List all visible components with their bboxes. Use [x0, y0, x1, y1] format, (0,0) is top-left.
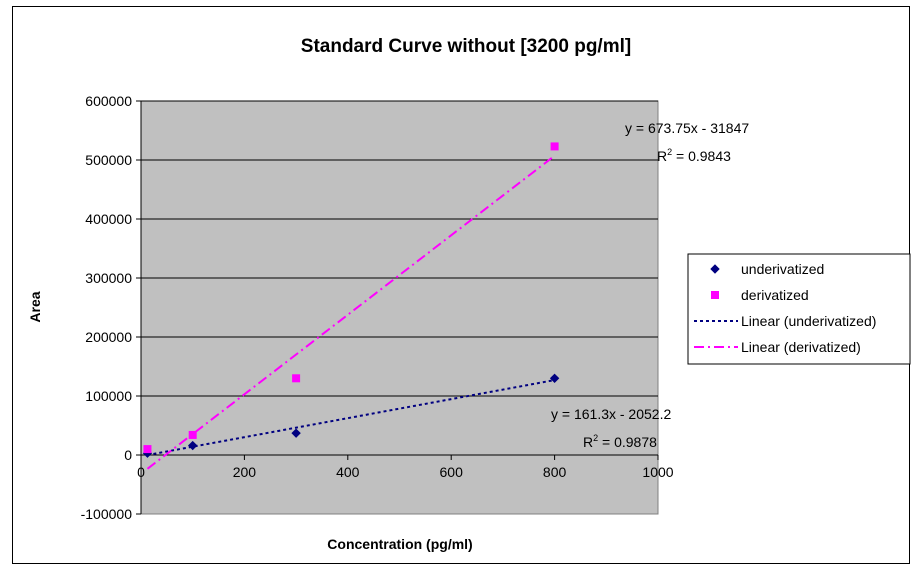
- x-tick-label: 600: [440, 464, 464, 480]
- y-tick-label: 0: [124, 447, 132, 463]
- y-tick-labels: -100000 0 100000 200000 300000 400000 500000 60…: [81, 93, 133, 522]
- trendline-r2-derivatized: R2 = 0.9843: [657, 147, 731, 164]
- legend-label: Linear (underivatized): [741, 313, 876, 329]
- legend-marker: [711, 291, 719, 299]
- y-tick-label: 500000: [85, 152, 132, 168]
- legend-marker: [710, 264, 720, 274]
- x-axis-label: Concentration (pg/ml): [327, 536, 472, 552]
- y-tick-label: -100000: [81, 506, 133, 522]
- legend-label: Linear (derivatized): [741, 339, 861, 355]
- y-tick-label: 100000: [85, 388, 132, 404]
- legend-label: underivatized: [741, 261, 824, 277]
- y-tick-label: 400000: [85, 211, 132, 227]
- data-point: [550, 142, 559, 151]
- trendline-equation-underivatized: y = 161.3x - 2052.2: [551, 406, 671, 422]
- x-tick-labels: 0 200 400 600 800 1000: [137, 464, 674, 480]
- trendline-r2-derivatized-value: = 0.9843: [676, 148, 731, 164]
- data-point: [549, 373, 560, 384]
- y-tick-label: 600000: [85, 93, 132, 109]
- y-tick-label: 300000: [85, 270, 132, 286]
- trendline: [146, 154, 556, 470]
- y-axis-label: Area: [27, 291, 43, 322]
- data-point: [143, 445, 152, 454]
- y-tick-label: 200000: [85, 329, 132, 345]
- data-point: [187, 440, 198, 451]
- marker-layer: [142, 142, 560, 458]
- data-point: [291, 428, 301, 438]
- trendline: [147, 379, 555, 457]
- plot-area: [140, 100, 659, 515]
- legend: underivatized derivatized Linear (underiva…: [687, 253, 911, 365]
- trendline-r2-underivatized: R2 = 0.9878: [583, 433, 657, 450]
- trendline-equation-derivatized: y = 673.75x - 31847: [625, 120, 749, 136]
- x-tick-label: 200: [233, 464, 257, 480]
- x-tick-label: 0: [137, 464, 145, 480]
- data-point: [188, 430, 197, 439]
- trendline-r2-underivatized-value: = 0.9878: [602, 434, 657, 450]
- legend-label: derivatized: [741, 287, 809, 303]
- legend-box: [687, 253, 911, 365]
- trendline-layer: [146, 154, 556, 470]
- axes: [136, 100, 659, 515]
- data-point: [292, 374, 301, 383]
- x-tick-label: 800: [543, 464, 567, 480]
- x-tick-label: 400: [336, 464, 360, 480]
- chart-title: Standard Curve without [3200 pg/ml]: [301, 36, 631, 57]
- x-tick-label: 1000: [642, 464, 673, 480]
